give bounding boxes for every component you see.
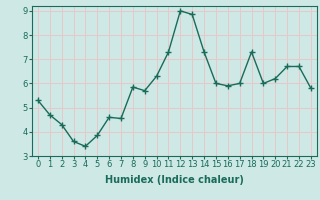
X-axis label: Humidex (Indice chaleur): Humidex (Indice chaleur) bbox=[105, 175, 244, 185]
